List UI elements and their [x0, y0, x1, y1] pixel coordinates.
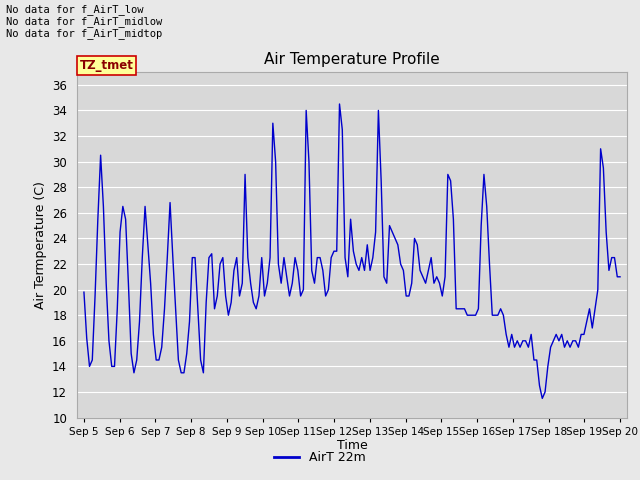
Title: Air Temperature Profile: Air Temperature Profile — [264, 52, 440, 67]
Text: No data for f_AirT_midtop: No data for f_AirT_midtop — [6, 28, 163, 39]
Text: No data for f_AirT_low: No data for f_AirT_low — [6, 4, 144, 15]
Text: No data for f_AirT_midlow: No data for f_AirT_midlow — [6, 16, 163, 27]
Y-axis label: Air Termperature (C): Air Termperature (C) — [33, 181, 47, 309]
Text: TZ_tmet: TZ_tmet — [79, 59, 134, 72]
Legend: AirT 22m: AirT 22m — [269, 446, 371, 469]
X-axis label: Time: Time — [337, 439, 367, 453]
